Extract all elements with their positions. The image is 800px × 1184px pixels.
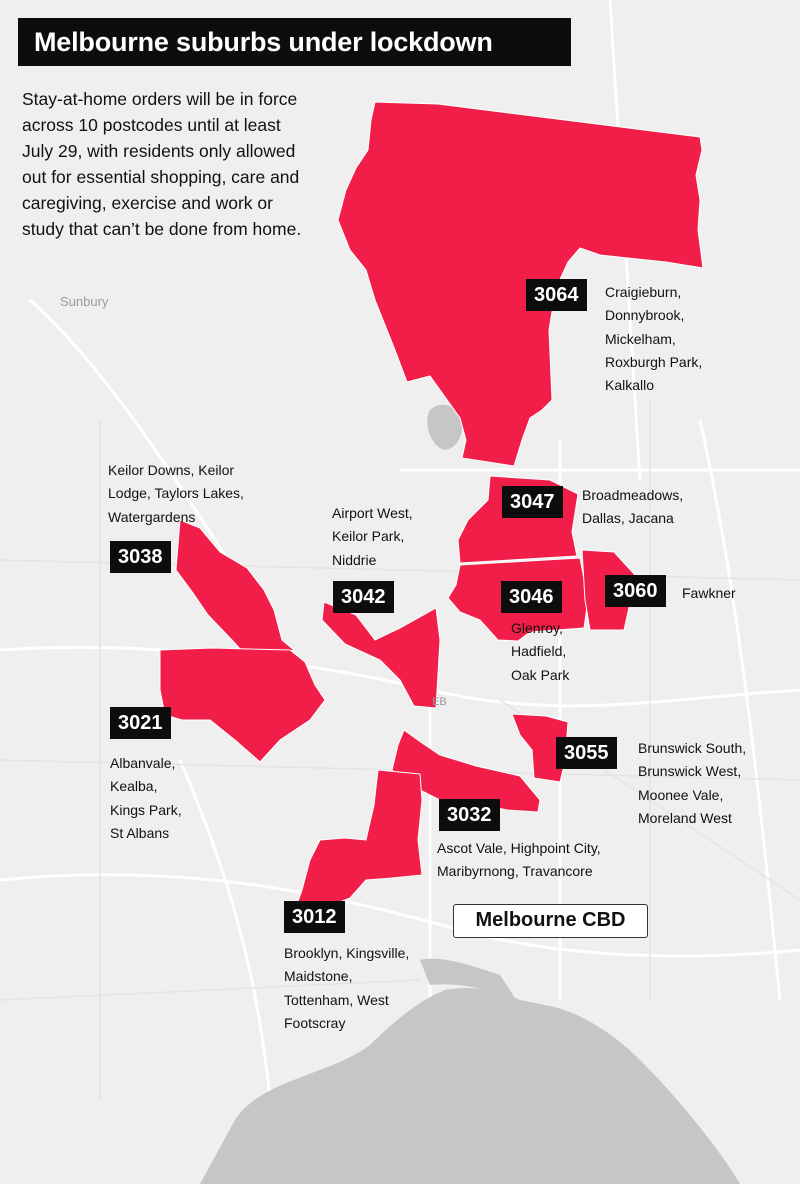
suburb-list-3055: Brunswick South, Brunswick West, Moonee … — [638, 737, 746, 830]
suburb-list-3060: Fawkner — [682, 582, 736, 605]
suburb-name: Maidstone, — [284, 968, 353, 985]
suburb-list-3012: Brooklyn, Kingsville, Maidstone, Tottenh… — [284, 942, 409, 1035]
suburb-name: Airport West, — [332, 505, 413, 521]
postcode-badge-3055: 3055 — [556, 737, 617, 769]
suburb-name: Albanvale, — [110, 755, 176, 771]
suburb-name: St Albans — [110, 824, 170, 841]
suburb-name: Mickelham, — [605, 330, 676, 347]
suburb-list-3021: Albanvale, Kealba, Kings Park, St Albans — [110, 752, 182, 845]
suburb-list-3046: Glenroy, Hadfield, Oak Park — [511, 617, 569, 687]
suburb-name: Brunswick South, — [638, 740, 747, 756]
suburb-list-3042: Airport West, Keilor Park, Niddrie — [332, 502, 413, 572]
suburb-name: Moonee Vale, — [638, 786, 724, 803]
postcode-badge-3032: 3032 — [439, 799, 500, 831]
faint-map-label: EB — [432, 696, 447, 708]
postcode-badge-3038: 3038 — [110, 541, 171, 573]
port-phillip-bay — [200, 988, 740, 1184]
suburb-name: Broadmeadows, — [582, 487, 684, 503]
postcode-badge-3012: 3012 — [284, 901, 345, 933]
suburb-list-3038: Keilor Downs, Keilor Lodge, Taylors Lake… — [108, 459, 244, 529]
suburb-name: Hadfield, — [511, 643, 567, 660]
intro-text: Stay-at-home orders will be in force acr… — [22, 89, 302, 239]
lockdown-areas — [159, 101, 704, 921]
suburb-name: Lodge, Taylors Lakes, — [108, 485, 244, 502]
postcode-badge-3021: 3021 — [110, 707, 171, 739]
suburb-name: Oak Park — [511, 666, 570, 683]
area-3042 — [321, 601, 441, 709]
suburb-name: Maribyrnong, Travancore — [437, 863, 593, 880]
suburb-name: Ascot Vale, Highpoint City, — [437, 840, 601, 856]
suburb-name: Roxburgh Park, — [605, 353, 703, 370]
suburb-name: Glenroy, — [511, 620, 563, 636]
suburb-name: Brunswick West, — [638, 763, 742, 780]
area-3064 — [337, 101, 704, 467]
suburb-name: Moreland West — [638, 809, 732, 826]
postcode-badge-3060: 3060 — [605, 575, 666, 607]
area-3055 — [511, 713, 569, 783]
suburb-name: Niddrie — [332, 551, 377, 568]
suburb-name: Tottenham, West — [284, 991, 389, 1008]
area-3021 — [159, 647, 326, 763]
postcode-badge-3064: 3064 — [526, 279, 587, 311]
suburb-name: Kalkallo — [605, 377, 655, 394]
suburb-name: Dallas, Jacana — [582, 510, 674, 527]
river-mouth — [420, 958, 515, 998]
postcode-badge-3042: 3042 — [333, 581, 394, 613]
suburb-name: Footscray — [284, 1014, 346, 1031]
suburb-list-3064: Craigieburn, Donnybrook, Mickelham, Roxb… — [605, 281, 702, 397]
suburb-name: Kealba, — [110, 778, 158, 795]
town-label-sunbury: Sunbury — [60, 294, 109, 309]
postcode-badge-3046: 3046 — [501, 581, 562, 613]
suburb-list-3032: Ascot Vale, Highpoint City, Maribyrnong,… — [437, 837, 601, 884]
page-title: Melbourne suburbs under lockdown — [18, 18, 571, 66]
suburb-name: Brooklyn, Kingsville, — [284, 945, 410, 961]
suburb-name: Donnybrook, — [605, 307, 685, 324]
postcode-badge-3047: 3047 — [502, 486, 563, 518]
suburb-name: Watergardens — [108, 508, 196, 525]
melbourne-cbd-label: Melbourne CBD — [453, 904, 648, 938]
suburb-name: Craigieburn, — [605, 284, 682, 300]
suburb-name: Fawkner — [682, 585, 736, 601]
suburb-name: Keilor Park, — [332, 528, 405, 545]
reservoir — [427, 404, 463, 450]
area-3038 — [175, 519, 296, 661]
suburb-name: Keilor Downs, Keilor — [108, 462, 235, 478]
suburb-list-3047: Broadmeadows, Dallas, Jacana — [582, 484, 683, 531]
suburb-name: Kings Park, — [110, 801, 182, 818]
